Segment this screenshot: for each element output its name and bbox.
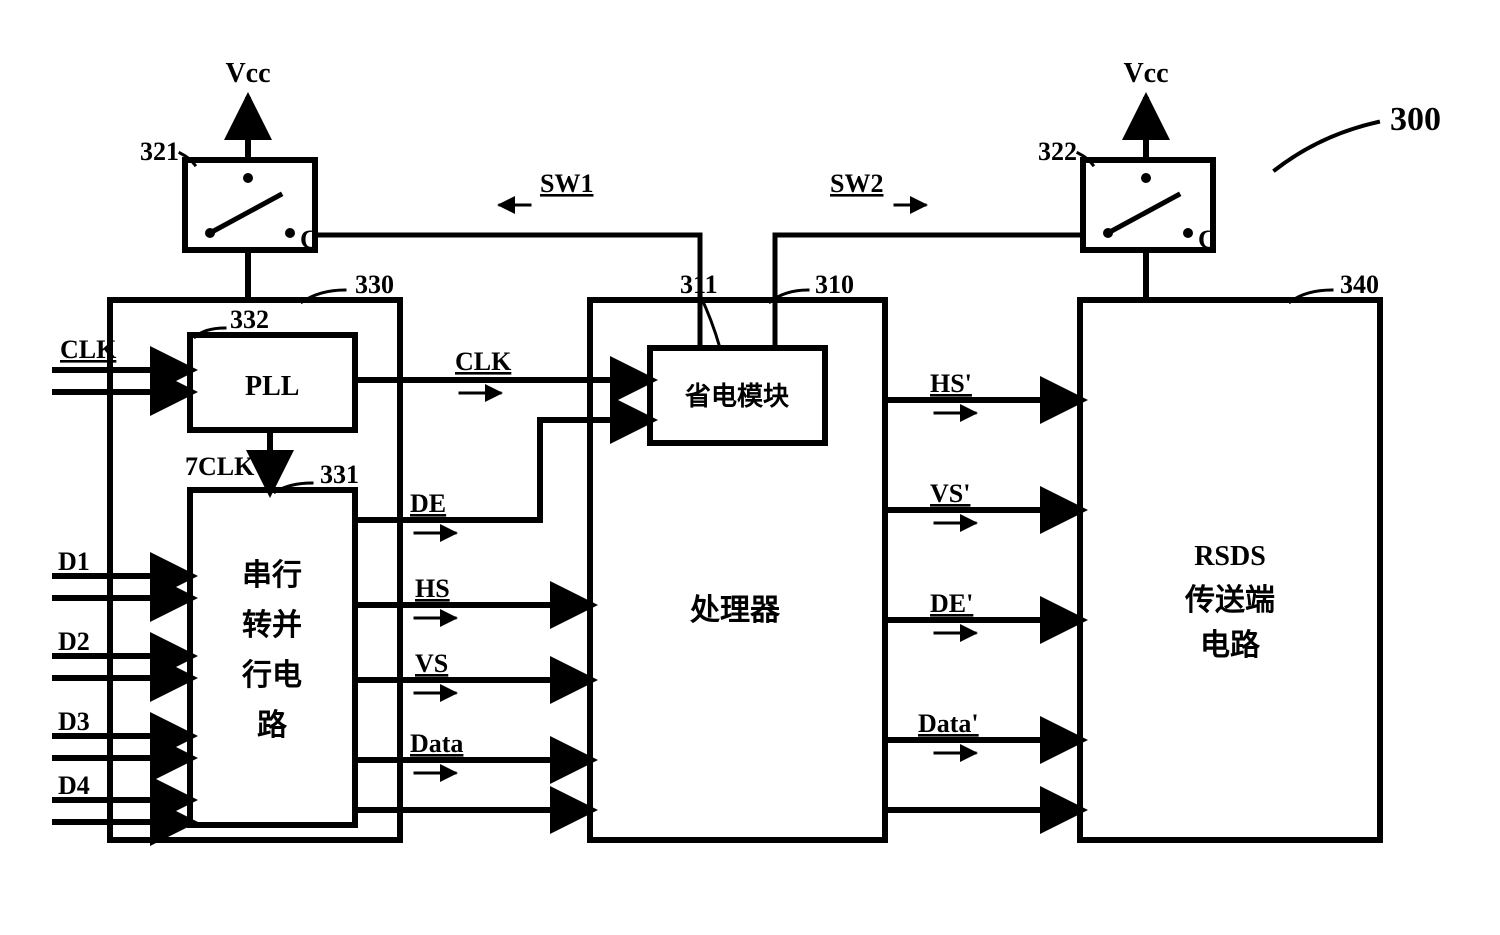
ref-330: 330	[355, 270, 394, 299]
ref-332: 332	[230, 305, 269, 334]
de-mid-label: DE	[410, 489, 446, 518]
vs-mid-label: VS	[415, 649, 448, 678]
svg-text:D3: D3	[58, 707, 90, 736]
rsds-label: RSDS 传送端 电路	[1184, 541, 1275, 662]
d-labels: D1 D2 D3 D4	[58, 547, 90, 800]
data-out-label: Data'	[918, 709, 979, 738]
pll-label: PLL	[245, 371, 299, 402]
ref-331: 331	[320, 460, 359, 489]
svg-text:路: 路	[257, 709, 288, 742]
ref-322: 322	[1038, 137, 1077, 166]
sw2-label: SW2	[830, 169, 883, 198]
vcc-left: Vcc	[225, 58, 270, 89]
clk-in	[55, 370, 190, 392]
svg-text:传送端: 传送端	[1184, 584, 1275, 617]
svg-text:D2: D2	[58, 627, 90, 656]
svg-text:D4: D4	[58, 771, 90, 800]
hs-mid-label: HS	[415, 574, 450, 603]
svg-text:行电: 行电	[241, 659, 302, 692]
data-mid-label: Data	[410, 729, 463, 758]
sp-block	[190, 490, 355, 825]
ref-340: 340	[1340, 270, 1379, 299]
switch-c-left: C	[300, 225, 319, 254]
leader-300	[1275, 122, 1378, 170]
ref-321: 321	[140, 137, 179, 166]
sp-label: 串行 转并 行电 路	[241, 559, 302, 742]
svg-text:RSDS: RSDS	[1194, 541, 1266, 572]
switch-322: C	[1083, 160, 1217, 254]
svg-text:串行: 串行	[242, 559, 302, 592]
processor-label: 处理器	[689, 594, 781, 627]
clk-in-label: CLK	[60, 335, 117, 364]
svg-text:D1: D1	[58, 547, 90, 576]
ref-310: 310	[815, 270, 854, 299]
de-out-label: DE'	[930, 589, 973, 618]
sw1-label: SW1	[540, 169, 593, 198]
svg-text:电路: 电路	[1200, 629, 1261, 662]
ps-label: 省电模块	[684, 382, 789, 411]
clk-mid-label: CLK	[455, 347, 512, 376]
svg-text:转并: 转并	[242, 609, 302, 642]
vcc-right: Vcc	[1123, 58, 1168, 89]
vs-out-label: VS'	[930, 479, 970, 508]
switch-c-right: C	[1198, 225, 1217, 254]
hs-out-label: HS'	[930, 369, 972, 398]
seven-clk: 7CLK	[185, 452, 255, 481]
switch-321: C	[185, 160, 319, 254]
block-diagram: 330 PLL 332 331 串行 转并 行电 路 7CLK 310 处理器 …	[0, 0, 1500, 930]
ref-300: 300	[1390, 101, 1441, 138]
